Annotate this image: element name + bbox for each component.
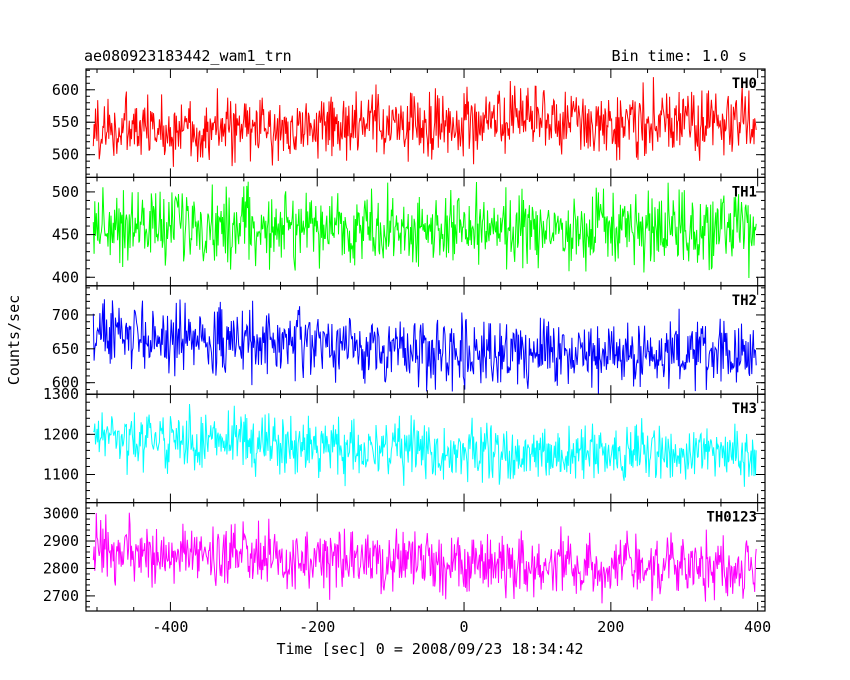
y-tick-label: 550: [52, 113, 79, 131]
y-tick-label: 600: [52, 81, 79, 99]
y-tick-label: 500: [52, 183, 79, 201]
y-tick-label: 2800: [43, 559, 79, 577]
panel-th1: 400 450 500 TH1: [52, 176, 766, 287]
x-tick-label: 200: [597, 618, 624, 636]
y-tick-label: 650: [52, 340, 79, 358]
panel-frame: [85, 502, 766, 612]
x-tick-label: -200: [299, 618, 335, 636]
y-tick-label: 1200: [43, 425, 79, 443]
y-tick-label: 2900: [43, 532, 79, 550]
y-tick-label: 700: [52, 306, 79, 324]
bin-time-label: Bin time: 1.0 s: [612, 47, 747, 65]
panel-label: TH2: [732, 293, 757, 309]
series-line-th2: [92, 299, 757, 395]
y-tick-label: 600: [52, 374, 79, 392]
y-tick-label: 1300: [43, 385, 79, 403]
series-line-th3: [93, 403, 757, 487]
panels-group: 500 550 600 TH0 400 450 500 TH1 600 650 700 TH2 1100…: [43, 68, 771, 636]
panel-th3: 1100 1200 1300 TH3: [43, 385, 766, 504]
panel-label: TH1: [732, 184, 757, 200]
y-tick-label: 3000: [43, 505, 79, 523]
series-line-th0123: [92, 512, 757, 604]
observation-id-title: ae080923183442_wam1_trn: [84, 47, 292, 65]
panel-th2: 600 650 700 TH2: [52, 285, 766, 395]
panel-label: TH0: [732, 76, 757, 92]
panel-label: TH0123: [706, 510, 757, 526]
panel-label: TH3: [732, 401, 757, 417]
y-axis-label: Counts/sec: [5, 295, 23, 385]
x-axis-label: Time [sec] 0 = 2008/09/23 18:34:42: [276, 640, 583, 658]
series-line-th0: [92, 77, 757, 167]
x-tick-label: 0: [460, 618, 469, 636]
series-line-th1: [92, 181, 757, 279]
y-tick-label: 400: [52, 268, 79, 286]
y-tick-label: 2700: [43, 587, 79, 605]
x-tick-label: 400: [744, 618, 771, 636]
panel-th0123: 2700 2800 2900 3000 TH0123: [43, 502, 766, 612]
y-tick-label: 450: [52, 226, 79, 244]
panel-th0: 500 550 600 TH0: [52, 68, 766, 179]
y-tick-label: 1100: [43, 465, 79, 483]
x-tick-label: -400: [152, 618, 188, 636]
y-tick-label: 500: [52, 146, 79, 164]
